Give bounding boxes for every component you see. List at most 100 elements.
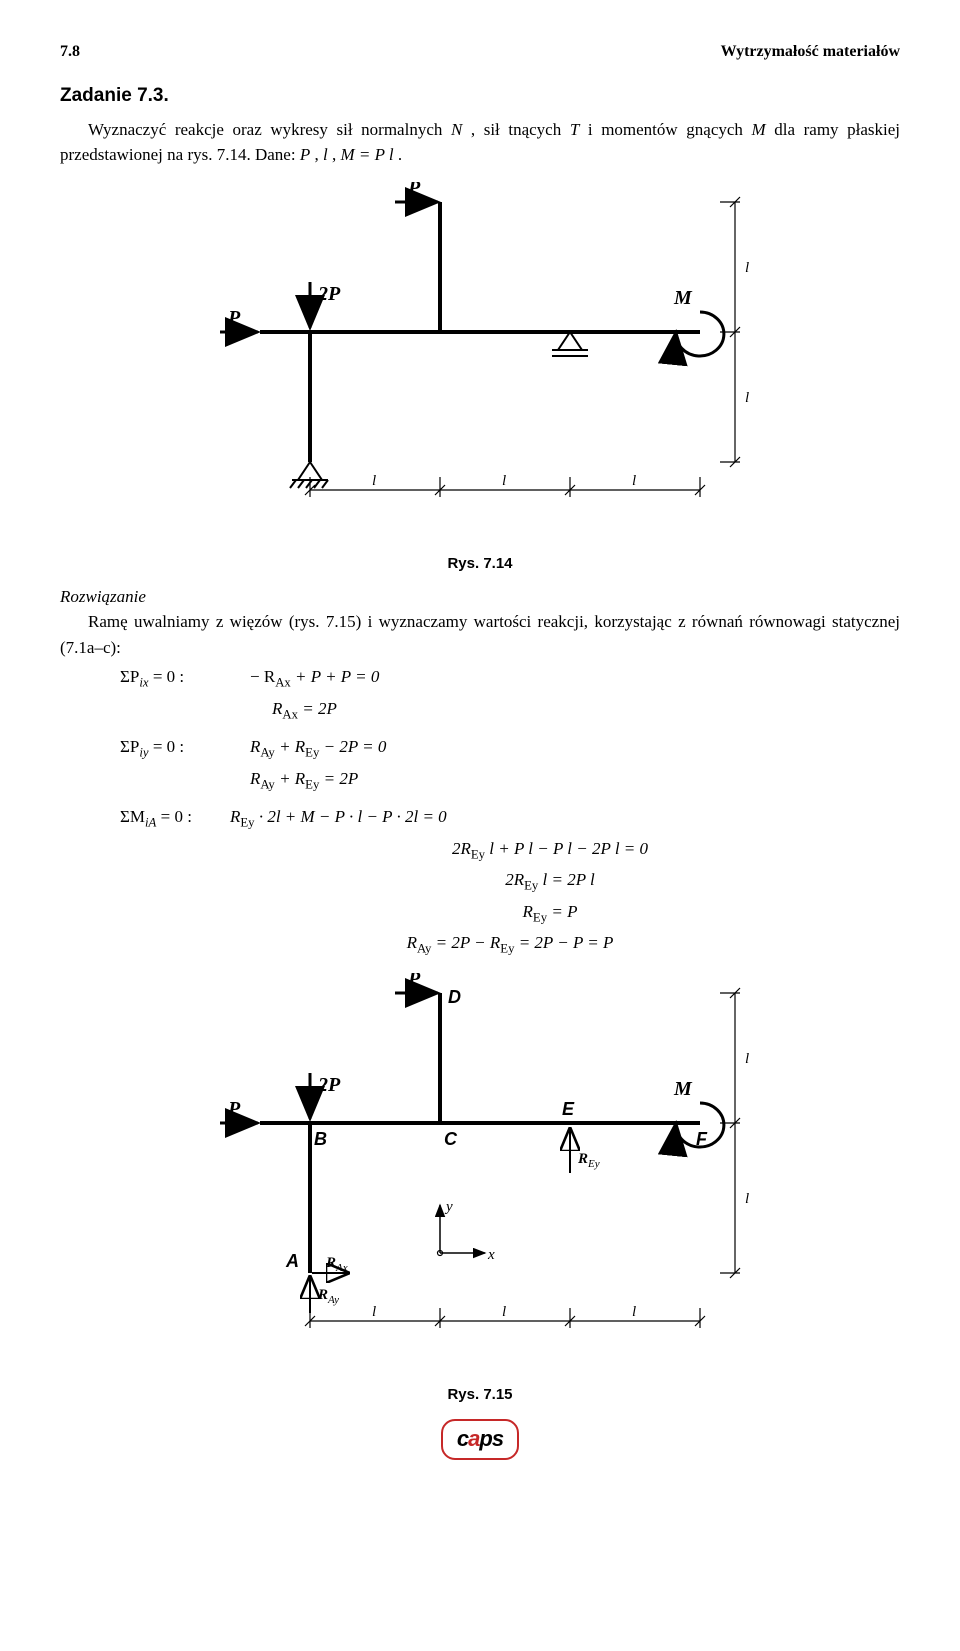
t: = P — [547, 902, 577, 921]
t: Ey — [500, 942, 514, 956]
eq-sum-px: ΣPix = 0 : − RAx + P + P = 0 — [120, 664, 900, 693]
solution-heading: Rozwiązanie — [60, 584, 900, 610]
dim-l: l — [745, 1051, 749, 1067]
force-2P: 2P — [317, 283, 341, 305]
axis-y: y — [444, 1199, 453, 1215]
t: Ey — [471, 847, 485, 861]
t: 2R — [452, 839, 471, 858]
t: ΣP — [120, 667, 139, 686]
t: = 2P — [298, 699, 337, 718]
dim-l: l — [372, 473, 376, 489]
eq-ray-rey: RAy + REy = 2P — [120, 766, 900, 795]
force-2P: 2P — [317, 1074, 341, 1096]
dim-l: l — [502, 473, 506, 489]
caps-logo: caps — [441, 1419, 519, 1460]
t: 2R — [505, 870, 524, 889]
var-M: M — [752, 120, 766, 139]
dim-l: l — [632, 1304, 636, 1320]
equations: ΣPix = 0 : − RAx + P + P = 0 RAx = 2P ΣP… — [120, 664, 900, 959]
figure-caption: Rys. 7.14 — [60, 553, 900, 576]
text: . — [394, 145, 403, 164]
t: R — [250, 737, 260, 756]
task-title: Zadanie 7.3. — [60, 82, 900, 111]
node-C: C — [444, 1129, 458, 1149]
eq-step2: 2REy l = 2P l — [120, 867, 900, 896]
solution-text: Ramę uwalniamy z więzów (rys. 7.15) i wy… — [60, 609, 900, 660]
page-header: 7.8 Wytrzymałość materiałów — [60, 40, 900, 64]
t: = 0 : — [149, 737, 185, 756]
t: ΣP — [120, 737, 139, 756]
t: Ay — [417, 942, 431, 956]
eq-sum-py: ΣPiy = 0 : RAy + REy − 2P = 0 — [120, 734, 900, 763]
eq-step1: 2REy l + P l − P l − 2P l = 0 — [120, 836, 900, 865]
dim-l: l — [745, 260, 749, 276]
t: = 0 : — [149, 667, 185, 686]
t: = 2P — [319, 769, 358, 788]
figure-7-14: l l l l l P P 2 — [60, 182, 900, 576]
eq-rax: RAx = 2P — [120, 696, 900, 725]
eq-data: M = P l — [340, 145, 393, 164]
t: Ax — [282, 707, 298, 721]
t: ΣM — [120, 807, 145, 826]
t: l = 2P l — [538, 870, 595, 889]
t: · 2l + M − P · l − P · 2l = 0 — [255, 807, 447, 826]
task-statement: Wyznaczyć reakcje oraz wykresy sił norma… — [60, 117, 900, 168]
text: i momentów gną­cych — [579, 120, 751, 139]
force-P: P — [227, 307, 241, 329]
t: iA — [145, 815, 156, 829]
diagram-frame-1: l l l l l P P 2 — [200, 182, 760, 542]
t: + P + P = 0 — [291, 667, 380, 686]
force-P: P — [407, 973, 421, 990]
t: Ay — [260, 745, 274, 759]
moment-M: M — [673, 1078, 693, 1100]
reaction-REy: REy — [577, 1151, 600, 1170]
t: = 2P − R — [431, 933, 500, 952]
var-T: T — [570, 120, 579, 139]
node-B: B — [314, 1129, 327, 1149]
text: , — [328, 145, 341, 164]
t: ix — [139, 675, 148, 689]
t: Ey — [305, 777, 319, 791]
diagram-frame-2: l l l l l A B C D E F P P 2P M REy RAx — [200, 973, 760, 1373]
t: Ey — [533, 910, 547, 924]
node-D: D — [448, 987, 461, 1007]
reaction-RAx: RAx — [325, 1255, 348, 1274]
figure-7-15: l l l l l A B C D E F P P 2P M REy RAx — [60, 973, 900, 1407]
t: Ey — [240, 815, 254, 829]
node-A: A — [285, 1251, 299, 1271]
dim-l: l — [745, 390, 749, 406]
text: , sił tnących — [462, 120, 570, 139]
text: , — [310, 145, 323, 164]
axis-x: x — [487, 1247, 495, 1263]
t: l + P l − P l − 2P l = 0 — [485, 839, 648, 858]
t: iy — [139, 745, 148, 759]
t: R — [230, 807, 240, 826]
footer-logo: caps — [60, 1419, 900, 1460]
t: = 0 : — [156, 807, 192, 826]
t: R — [523, 902, 533, 921]
t: R — [272, 699, 282, 718]
t: + R — [275, 737, 305, 756]
t: R — [250, 769, 260, 788]
force-P: P — [227, 1098, 241, 1120]
t: R — [407, 933, 417, 952]
t: Ey — [305, 745, 319, 759]
dim-l: l — [502, 1304, 506, 1320]
dim-l: l — [632, 473, 636, 489]
page-number: 7.8 — [60, 40, 80, 64]
force-P: P — [407, 182, 421, 199]
eq-final: RAy = 2P − REy = 2P − P = P — [120, 930, 900, 959]
t: = 2P − P = P — [514, 933, 613, 952]
t: Ax — [275, 675, 291, 689]
t: Ey — [524, 878, 538, 892]
chapter-title: Wytrzymałość materiałów — [721, 40, 900, 64]
dim-l: l — [745, 1191, 749, 1207]
var-N: N — [451, 120, 462, 139]
eq-sum-ma: ΣMiA = 0 : REy · 2l + M − P · l − P · 2l… — [120, 804, 900, 833]
figure-caption: Rys. 7.15 — [60, 1384, 900, 1407]
text: Wyznaczyć reakcje oraz wykresy sił norma… — [88, 120, 451, 139]
t: + R — [275, 769, 305, 788]
t: Ay — [260, 777, 274, 791]
t: − 2P = 0 — [319, 737, 386, 756]
eq-step3: REy = P — [120, 899, 900, 928]
